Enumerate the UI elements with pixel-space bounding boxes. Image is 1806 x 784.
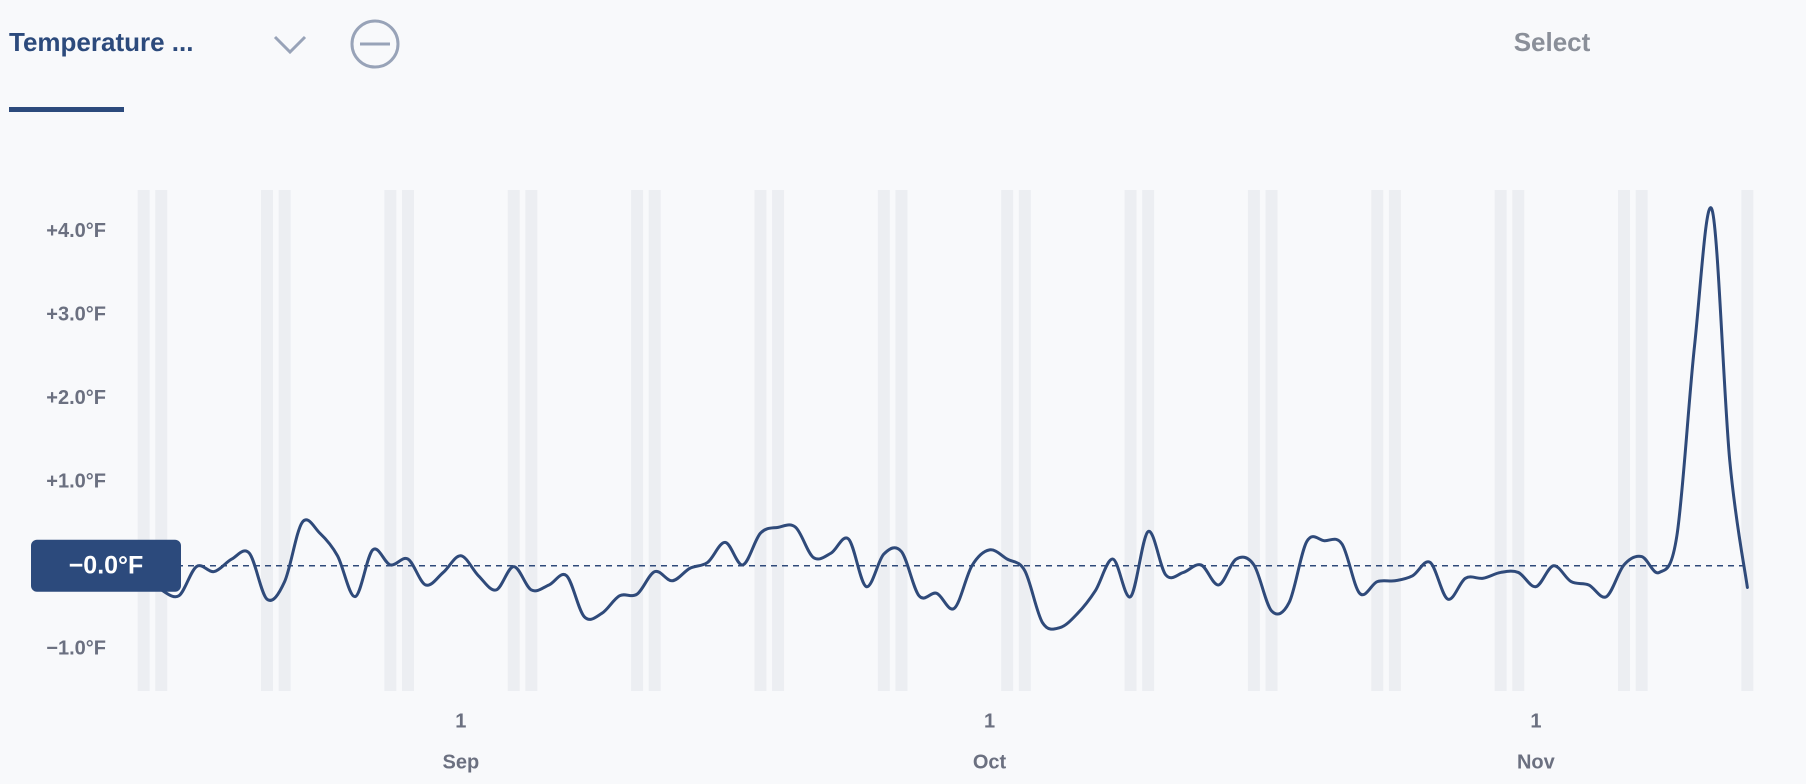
remove-button[interactable]: [350, 19, 400, 69]
shaded-day: [1124, 190, 1137, 691]
shaded-day: [1388, 190, 1401, 691]
shaded-day: [1635, 190, 1648, 691]
shaded-day: [401, 190, 414, 691]
x-tick-label: 1: [984, 710, 995, 732]
shaded-day: [1001, 190, 1014, 691]
y-tick-label: +1.0°F: [46, 471, 106, 493]
shaded-day: [772, 190, 785, 691]
shaded-day: [648, 190, 661, 691]
temperature-line: [159, 206, 1749, 631]
x-tick-label: 1: [455, 710, 466, 732]
y-tick-label: −1.0°F: [46, 638, 106, 660]
y-tick-label: +3.0°F: [46, 304, 106, 326]
reference-badge: [31, 539, 181, 592]
y-tick-label: +4.0°F: [46, 220, 106, 242]
shaded-day: [155, 190, 168, 691]
shaded-day: [278, 190, 291, 691]
shaded-day: [507, 190, 520, 691]
reference-label: −0.0°F: [69, 551, 144, 579]
remove-circle: [350, 19, 400, 69]
shaded-day: [754, 190, 767, 691]
metric-tab[interactable]: Temperature ...: [9, 27, 193, 57]
shaded-day: [631, 190, 644, 691]
shaded-day: [1741, 190, 1754, 691]
shaded-day: [525, 190, 538, 691]
tab-underline: [9, 107, 124, 112]
shaded-day: [384, 190, 397, 691]
shaded-day: [1265, 190, 1278, 691]
shaded-day: [1371, 190, 1384, 691]
shaded-day: [260, 190, 273, 691]
shaded-day: [1618, 190, 1631, 691]
x-month-label: Nov: [1517, 751, 1556, 773]
shaded-day: [1018, 190, 1031, 691]
shaded-day: [895, 190, 908, 691]
y-tick-label: +2.0°F: [46, 387, 106, 409]
shaded-day: [1142, 190, 1155, 691]
shaded-day: [137, 190, 150, 691]
x-tick-label: 1: [1530, 710, 1541, 732]
shaded-day: [1494, 190, 1507, 691]
shaded-day: [877, 190, 890, 691]
x-month-label: Oct: [973, 751, 1007, 773]
shaded-day: [1247, 190, 1260, 691]
plot: −1.0°F +1.0°F +2.0°F +3.0°F +4.0°F 1 1 1 Sep Oct N…: [31, 190, 1754, 773]
x-month-label: Sep: [443, 751, 480, 773]
shaded-day: [1512, 190, 1525, 691]
select-button[interactable]: Select: [1514, 27, 1591, 57]
dropdown-chevron[interactable]: [273, 35, 307, 55]
